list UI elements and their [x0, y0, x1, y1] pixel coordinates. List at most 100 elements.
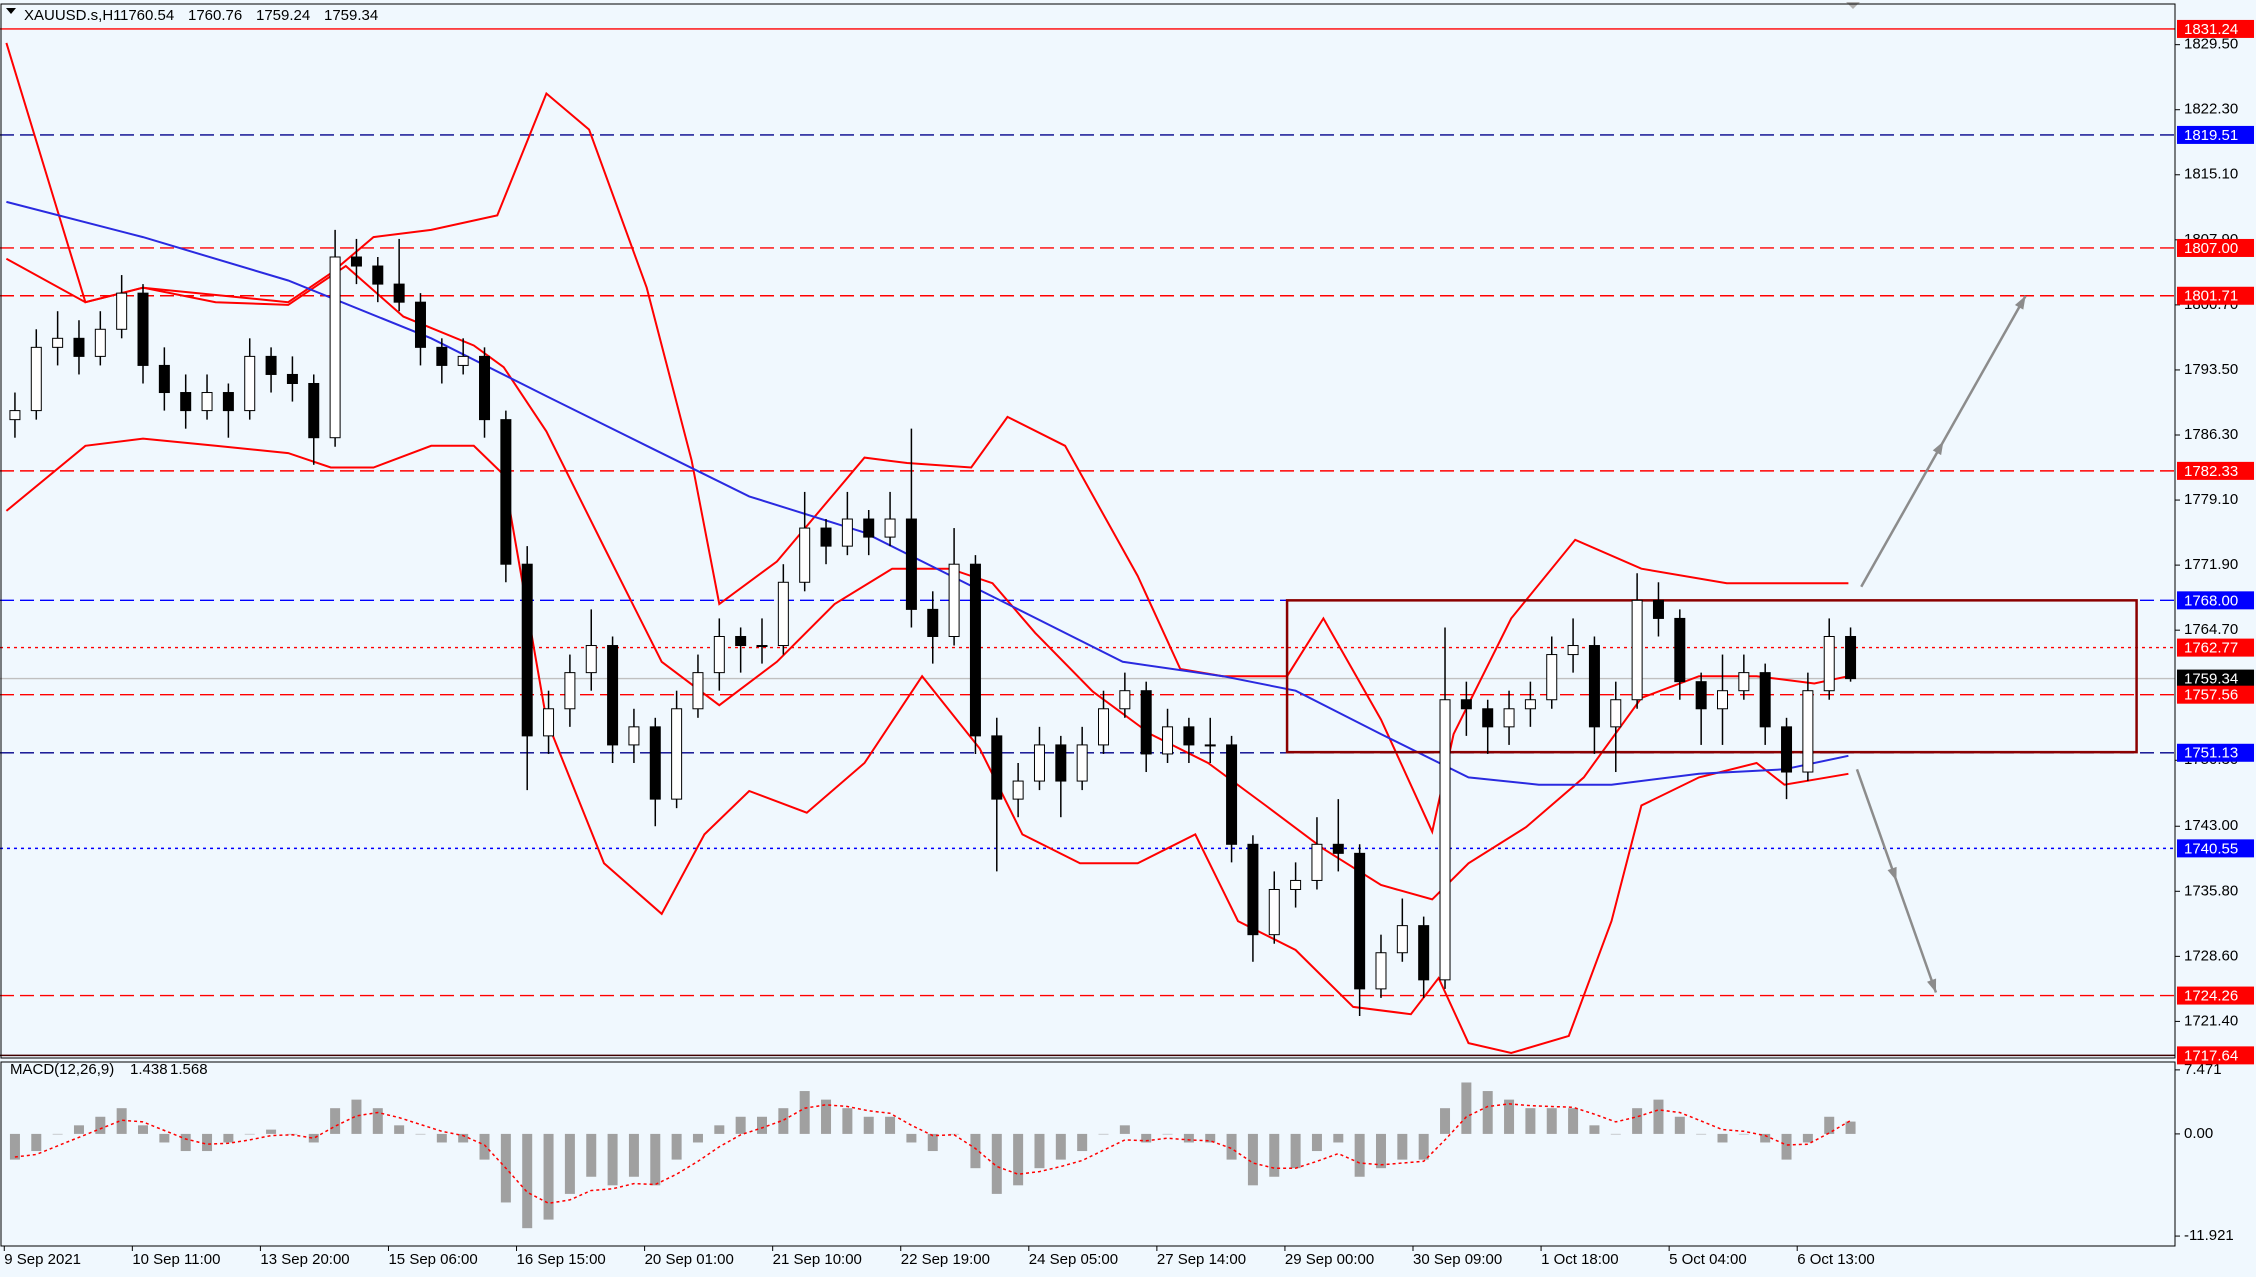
macd-bar [1632, 1108, 1643, 1134]
macd-bar [1162, 1133, 1173, 1135]
candle-body [649, 726, 661, 800]
candle-body [1631, 599, 1643, 701]
candle-body [671, 708, 683, 800]
macd-bar [202, 1133, 213, 1152]
candle-body [244, 355, 256, 412]
y-tick-label: 0.00 [2184, 1125, 2213, 1142]
candle-body [1098, 708, 1110, 746]
level-label: 1717.64 [2184, 1047, 2238, 1064]
level-label: 1724.26 [2184, 988, 2238, 1005]
macd-bar [692, 1133, 703, 1143]
macd-bar [1546, 1108, 1557, 1134]
candle-body [1162, 726, 1174, 755]
macd-bar [1418, 1133, 1429, 1160]
y-tick-label: 1779.10 [2184, 491, 2238, 508]
macd-bar [1653, 1099, 1664, 1134]
macd-bar [1034, 1133, 1045, 1169]
candle-body [713, 635, 725, 674]
macd-bar [756, 1116, 767, 1134]
candle-body [585, 645, 597, 674]
macd-bar [1781, 1133, 1792, 1160]
macd-bar [415, 1133, 426, 1135]
y-tick-label: 1743.00 [2184, 817, 2238, 834]
candle-body [1546, 654, 1558, 701]
candle-body [457, 355, 469, 366]
indicator-name: MACD(12,26,9) [10, 1061, 114, 1078]
macd-bar [138, 1125, 149, 1134]
macd-bar [1525, 1108, 1536, 1134]
candle-body [73, 337, 85, 357]
level-label: 1768.00 [2184, 592, 2238, 609]
candle-body [799, 527, 811, 583]
macd-bar [73, 1125, 84, 1134]
level-label-box [2177, 638, 2254, 657]
y-tick-label: 1764.70 [2184, 621, 2238, 638]
candle-body [1140, 690, 1152, 755]
y-tick-label: -11.921 [2184, 1227, 2234, 1244]
candle-body [1418, 925, 1430, 981]
macd-bar [31, 1133, 42, 1152]
level-label: 1759.34 [2184, 671, 2238, 688]
x-tick-label: 30 Sep 09:00 [1413, 1251, 1502, 1268]
candle-body [820, 527, 832, 547]
x-tick-label: 6 Oct 13:00 [1797, 1251, 1875, 1268]
x-tick-label: 9 Sep 2021 [4, 1251, 81, 1268]
candle-body [543, 708, 555, 737]
macd-bar [1461, 1082, 1472, 1134]
macd-bar [735, 1116, 746, 1134]
candle-body [991, 735, 1003, 800]
candle-body [1439, 699, 1451, 981]
candle-body [1674, 617, 1686, 683]
y-tick-label: 1735.80 [2184, 882, 2238, 899]
candle-body [350, 256, 362, 267]
macd-bar [607, 1133, 618, 1186]
candle-body [500, 419, 512, 565]
candle-body [1567, 645, 1579, 656]
candle-body [905, 518, 917, 610]
y-tick-label: 1829.50 [2184, 36, 2238, 53]
menu-triangle [6, 8, 16, 14]
macd-bar [991, 1133, 1002, 1194]
macd-bar [1311, 1133, 1322, 1152]
indicator-layer [5, 42, 2138, 1055]
x-tick-label: 21 Sep 10:00 [773, 1251, 862, 1268]
macd-bar [1440, 1108, 1451, 1134]
candle-body [1055, 744, 1067, 782]
indicator-line [5, 437, 1849, 1055]
macd-bar [351, 1099, 362, 1134]
level-label: 1762.77 [2184, 640, 2238, 657]
macd-bar [52, 1133, 63, 1135]
x-tick-label: 10 Sep 11:00 [132, 1251, 220, 1268]
macd-bar [564, 1133, 575, 1194]
candle-body [1204, 744, 1216, 747]
candle-body [927, 608, 939, 637]
macd-bar [1696, 1133, 1707, 1135]
x-tick-label: 15 Sep 06:00 [388, 1251, 477, 1268]
candle-body [1311, 843, 1323, 881]
macd-bar [671, 1133, 682, 1160]
level-label-box [2177, 669, 2254, 688]
candle-body [1332, 843, 1344, 854]
macd-bar [885, 1116, 896, 1134]
candle-body [201, 392, 213, 412]
indicator-value: 1.438 [130, 1061, 168, 1078]
candle-body [969, 563, 981, 737]
candle-body [628, 726, 640, 746]
candle-body [222, 392, 234, 412]
macd-bar [586, 1133, 597, 1177]
x-tick-label: 22 Sep 19:00 [901, 1251, 990, 1268]
macd-bar [1013, 1133, 1024, 1186]
y-tick-label: 1786.30 [2184, 426, 2238, 443]
candle-body [1610, 699, 1622, 728]
macd-bar [543, 1133, 554, 1220]
candle-body [1759, 672, 1771, 728]
macd-bar [244, 1133, 255, 1135]
range-rectangle [1285, 599, 2138, 754]
macd-bar [1333, 1133, 1344, 1143]
quote-value: 1759.24 [256, 7, 310, 24]
candle-body [479, 355, 491, 421]
macd-bar [799, 1091, 810, 1134]
macd-bar [1269, 1133, 1280, 1177]
frame-layer [0, 3, 2176, 1247]
